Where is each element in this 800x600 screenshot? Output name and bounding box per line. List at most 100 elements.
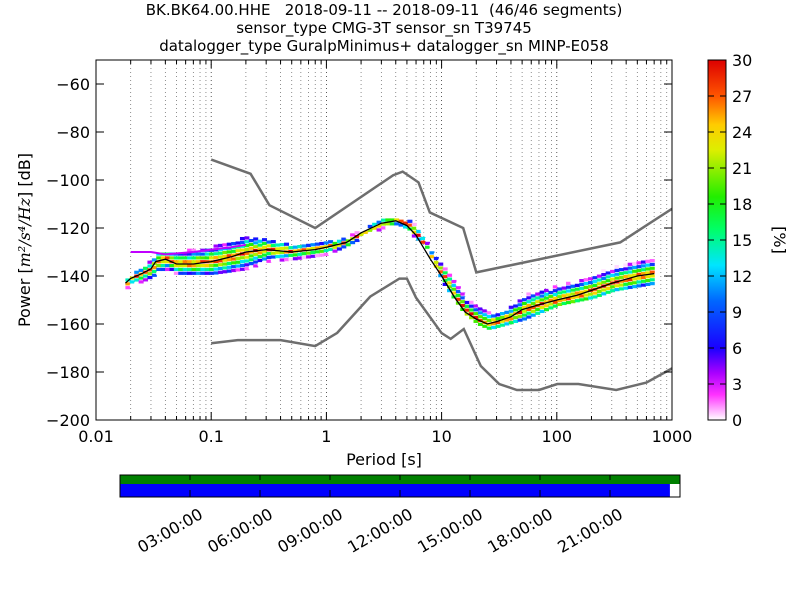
density-cell (473, 308, 479, 312)
density-cell (200, 271, 206, 275)
density-cell (548, 294, 554, 298)
density-cell (477, 307, 483, 311)
density-cell (279, 243, 285, 247)
density-cell (429, 251, 435, 255)
density-cell (288, 246, 294, 250)
density-cell (380, 218, 386, 222)
density-cell (239, 236, 245, 241)
density-cell (561, 278, 567, 283)
density-cell (566, 289, 572, 293)
density-cell (407, 231, 413, 235)
density-cell (535, 296, 541, 300)
density-cell (455, 290, 461, 294)
density-cell (173, 271, 179, 275)
density-cell (552, 285, 558, 289)
density-cell (491, 314, 497, 318)
density-cell (306, 247, 312, 251)
density-cell (125, 282, 131, 286)
density-cell (262, 245, 268, 249)
density-cell (610, 273, 616, 277)
density-cell (583, 274, 589, 278)
coverage-time-label: 06:00:00 (204, 504, 276, 556)
density-cell (574, 279, 580, 284)
density-cell (165, 260, 171, 264)
density-cell (248, 262, 254, 266)
colorbar-tick-label: 21 (732, 159, 752, 178)
density-cell (482, 309, 488, 313)
density-cell (574, 287, 580, 291)
density-cell (187, 267, 193, 272)
density-cell (217, 270, 223, 274)
density-cell (376, 220, 382, 224)
density-cell (548, 306, 554, 310)
density-cell (323, 241, 329, 245)
density-cell (464, 293, 470, 297)
density-cell (447, 281, 453, 285)
density-cell (636, 272, 642, 276)
density-cell (601, 292, 607, 296)
density-cell (244, 267, 250, 271)
density-cell (420, 229, 426, 233)
plot-frame (95, 59, 673, 421)
density-cell (389, 222, 395, 226)
density-cell (649, 258, 655, 263)
density-cell (279, 250, 285, 254)
density-cell (266, 244, 272, 248)
density-cell (226, 265, 232, 269)
density-cell (165, 264, 171, 268)
density-cell (473, 312, 479, 316)
density-cell (499, 323, 505, 327)
density-cell (204, 256, 210, 260)
density-cell (539, 290, 545, 294)
density-cell (438, 270, 444, 274)
density-cell (438, 262, 444, 266)
density-cell (596, 289, 602, 294)
y-axis-label: Power [m²/s⁴/Hz] [dB] (15, 153, 34, 327)
density-cell (632, 265, 638, 270)
density-cell (279, 254, 285, 258)
density-cell (570, 284, 576, 288)
density-cell (596, 282, 602, 286)
density-cell (187, 248, 193, 252)
density-cell (173, 264, 179, 268)
density-cell (262, 238, 268, 242)
density-cell (469, 304, 475, 308)
low-noise-model-line (211, 277, 672, 392)
density-cell (473, 304, 479, 308)
density-cell (314, 254, 320, 258)
density-cell (425, 241, 431, 245)
density-cell (134, 278, 140, 282)
density-cell (200, 252, 206, 256)
density-cell (310, 247, 316, 251)
density-cell (425, 237, 431, 242)
density-cell (539, 286, 545, 290)
density-cell (416, 233, 422, 237)
density-cell (579, 282, 585, 287)
density-cell (596, 293, 602, 297)
colorbar-tick-label: 30 (732, 51, 752, 70)
density-cell (222, 250, 228, 255)
density-cell (583, 289, 589, 293)
density-cell (566, 293, 572, 297)
density-cell (266, 255, 272, 260)
density-cell (447, 273, 453, 277)
density-cell (411, 234, 417, 238)
density-cell (372, 230, 378, 234)
density-cell (627, 278, 633, 282)
density-cell (332, 245, 338, 249)
density-cell (195, 256, 201, 260)
density-cell (239, 256, 245, 260)
density-cell (292, 245, 298, 249)
density-cell (640, 272, 646, 276)
density-cell (213, 252, 219, 256)
density-cell (231, 265, 237, 269)
density-cell (156, 264, 162, 268)
density-cell (433, 260, 439, 264)
density-cell (231, 253, 237, 257)
density-cell (156, 256, 162, 260)
density-cell (350, 240, 356, 245)
density-cell (477, 311, 483, 315)
density-cell (191, 260, 197, 264)
density-cell (521, 298, 527, 302)
density-cell (618, 271, 624, 276)
